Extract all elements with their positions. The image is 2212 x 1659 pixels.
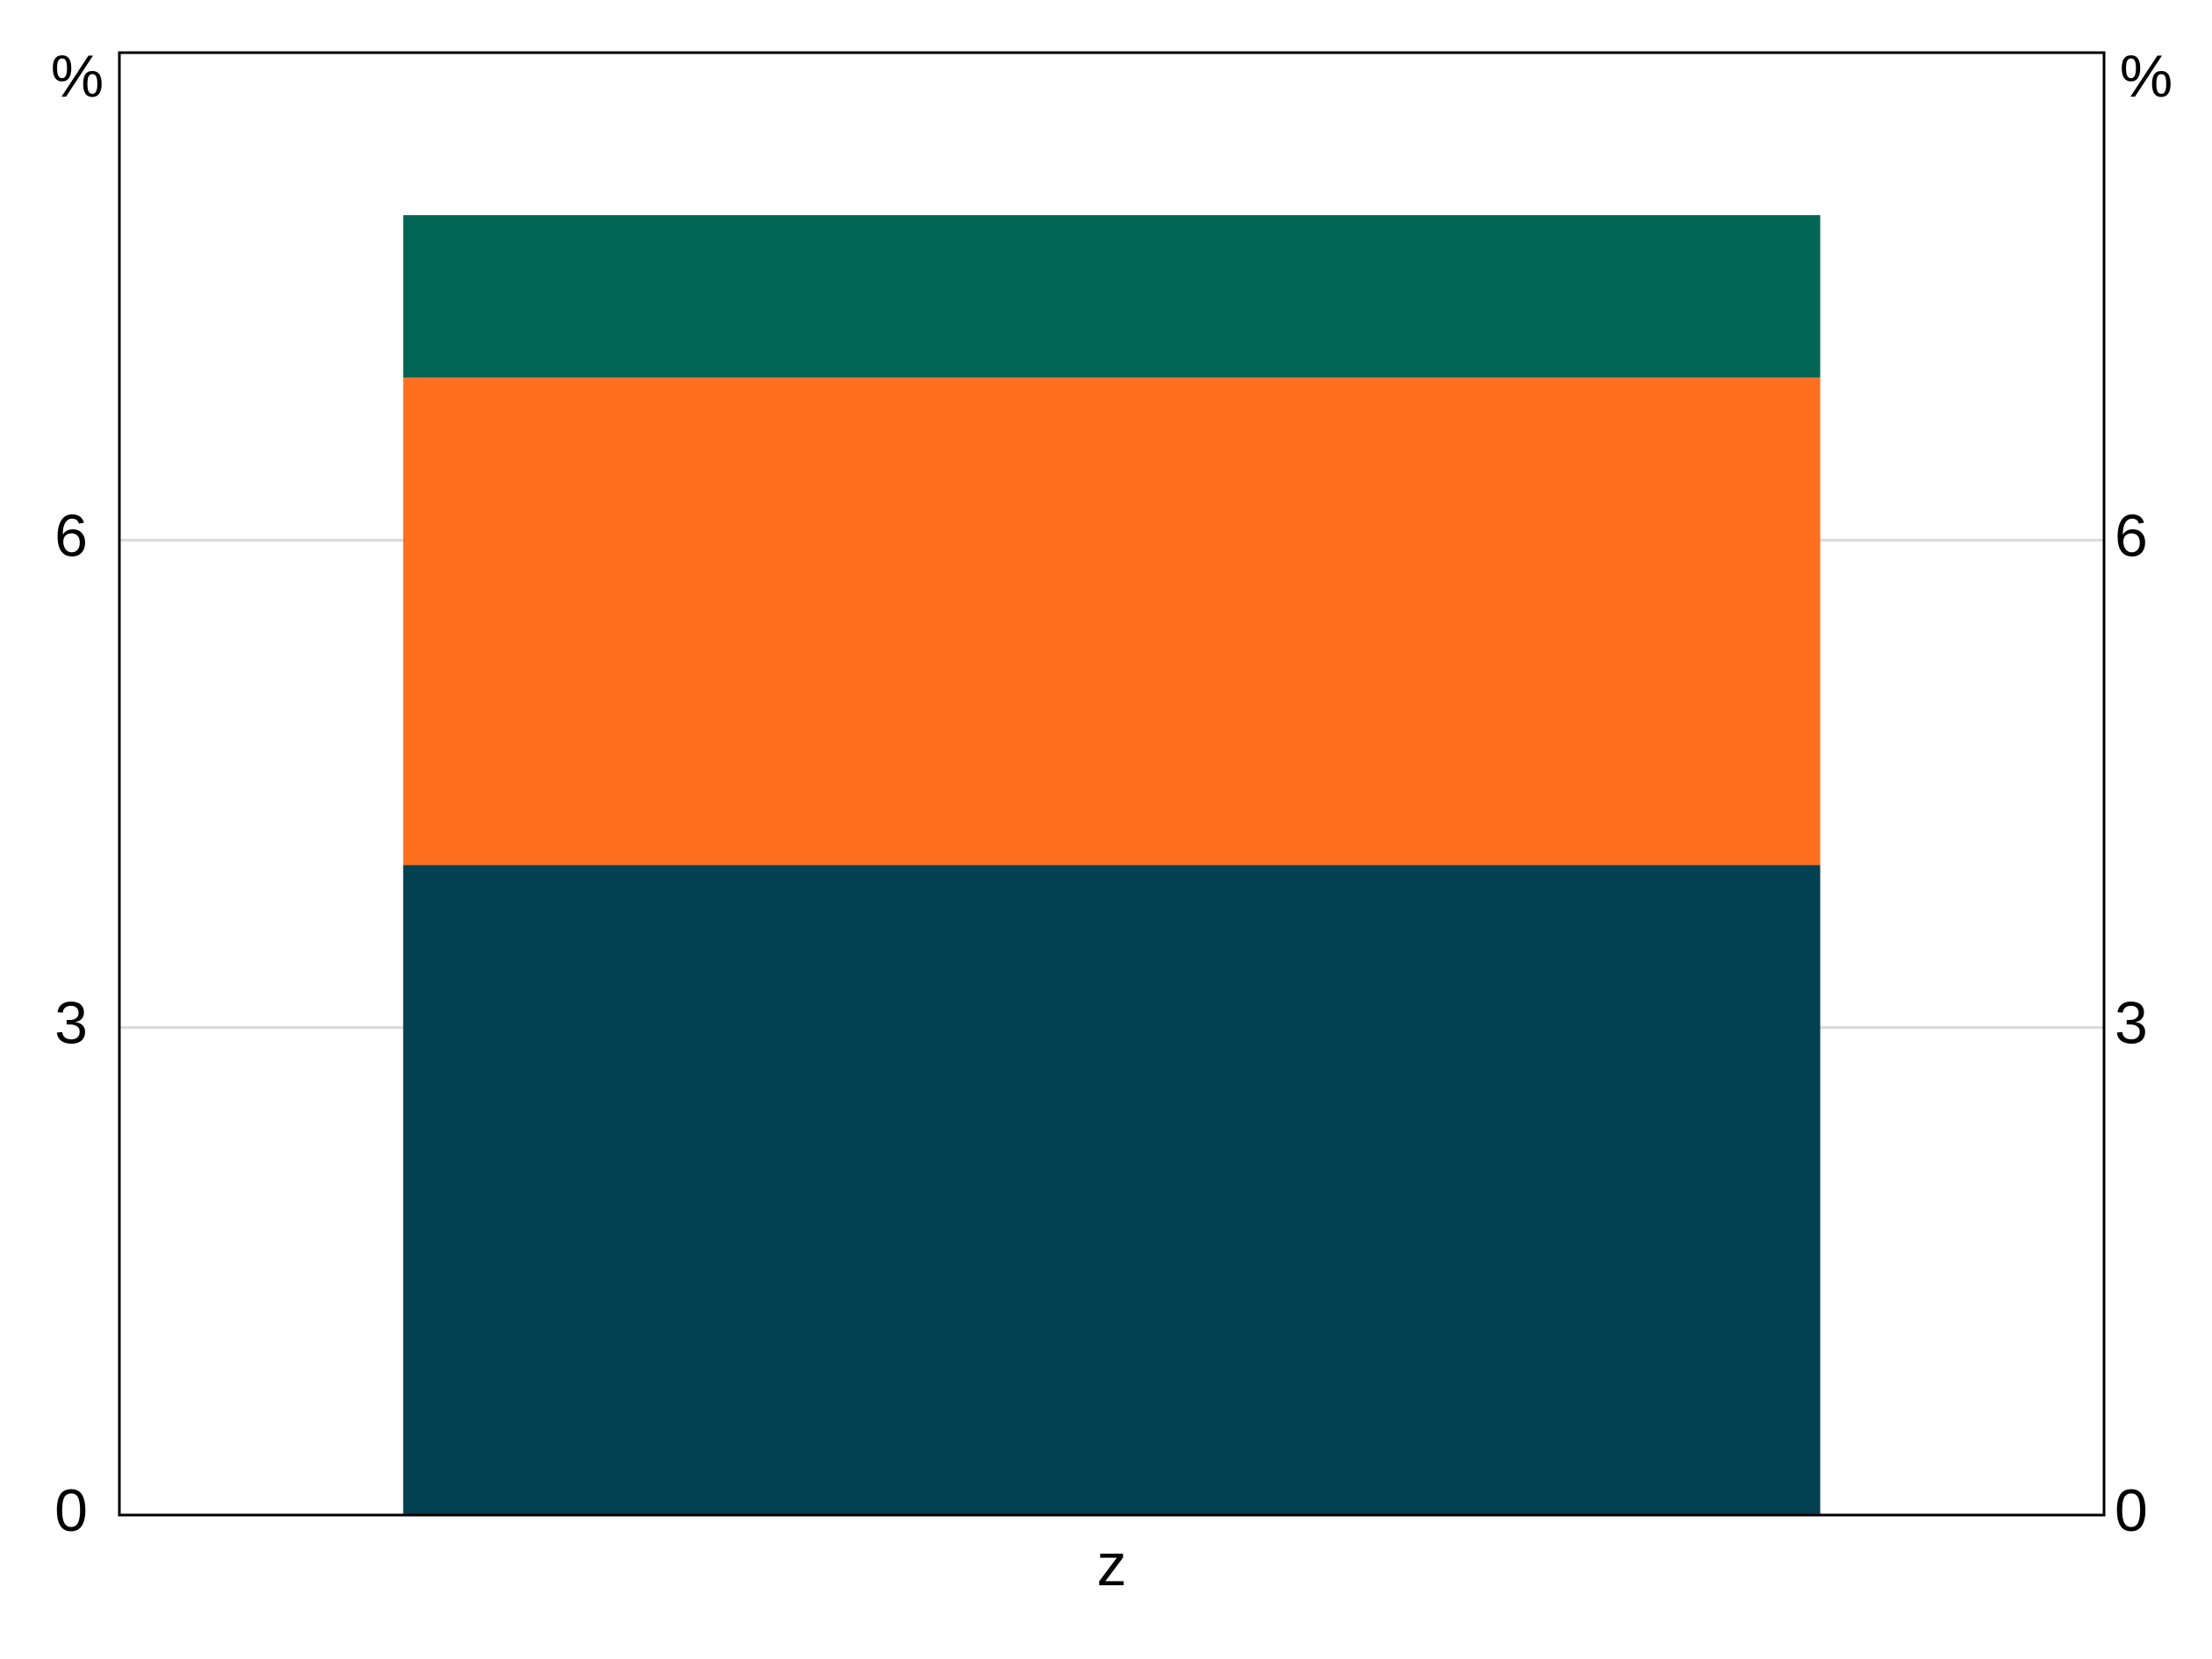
bar-segment-1 — [403, 865, 1821, 1515]
bar-segment-2 — [403, 377, 1821, 865]
left-tick-label-3: 3 — [54, 990, 88, 1057]
left-tick-label-6: 6 — [54, 502, 88, 569]
right-y-axis: 0 3 6 — [2115, 502, 2148, 1544]
left-y-axis: 0 3 6 — [54, 502, 88, 1544]
bars — [403, 215, 1821, 1515]
left-tick-label-0: 0 — [54, 1477, 88, 1544]
x-tick-label-z: z — [1097, 1532, 1127, 1598]
right-tick-label-3: 3 — [2115, 990, 2148, 1057]
left-unit-label: % — [51, 43, 104, 110]
bar-segment-3 — [403, 215, 1821, 378]
right-tick-label-0: 0 — [2115, 1477, 2148, 1544]
x-axis: z — [1097, 1532, 1127, 1598]
right-unit-label: % — [2120, 43, 2172, 110]
plot-frame — [118, 51, 2106, 1517]
right-tick-label-6: 6 — [2115, 502, 2148, 569]
